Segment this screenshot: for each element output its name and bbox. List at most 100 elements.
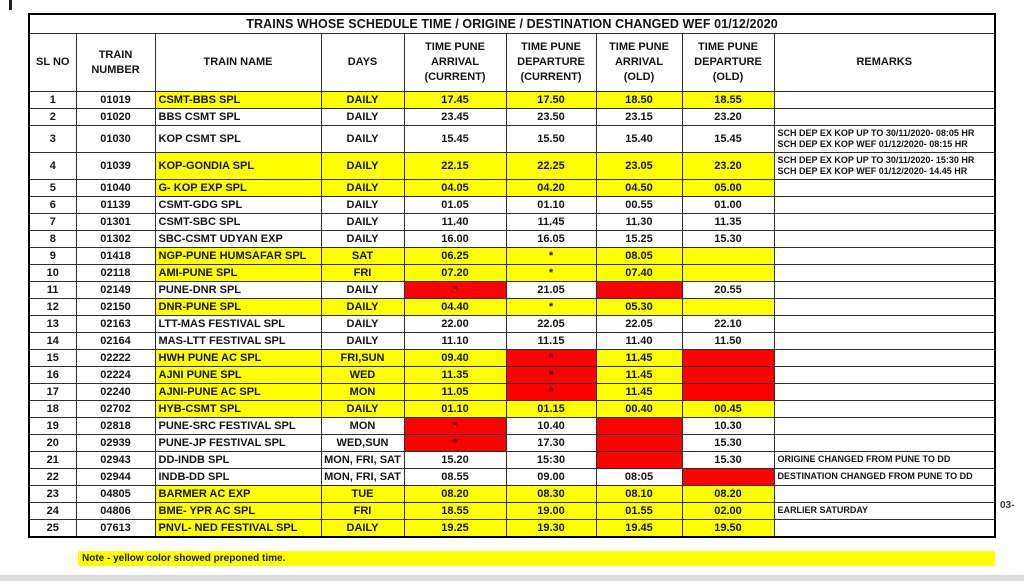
- cell-arrival-old: 08:05: [595, 468, 683, 486]
- cell-train-number: 02818: [75, 417, 156, 435]
- cell-arrival-old: 05.30: [595, 298, 683, 316]
- cell-train-number: 01301: [75, 213, 156, 231]
- cell-departure-old: 11.35: [681, 213, 775, 231]
- cell-train-number: 01030: [75, 125, 156, 153]
- cell-train-number: 02944: [75, 468, 156, 486]
- cell-train-number: 02222: [75, 349, 156, 367]
- table-row: 8 01302 SBC-CSMT UDYAN EXP DAILY 16.00 16.05 1…: [28, 230, 996, 248]
- cell-days: DAILY: [320, 196, 405, 214]
- cell-train-name: KOP-GONDIA SPL: [154, 152, 322, 180]
- cell-train-name: HWH PUNE AC SPL: [154, 349, 322, 367]
- column-header-remarks: REMARKS: [773, 33, 996, 92]
- cell-arrival-old: 11.30: [595, 213, 683, 231]
- scan-artifact-tick: [9, 0, 12, 10]
- cell-sl-no: 7: [28, 213, 77, 231]
- cell-train-name: PUNE-JP FESTIVAL SPL: [154, 434, 322, 452]
- cell-arrival-old: 11.45: [595, 383, 683, 401]
- cell-departure-current: 04.20: [505, 179, 597, 197]
- cell-arrival-old: 01.55: [595, 502, 683, 520]
- cell-days: DAILY: [320, 230, 405, 248]
- cell-train-name: BME- YPR AC SPL: [154, 502, 322, 520]
- cell-remarks: [773, 400, 996, 418]
- page-number-label: 03-: [1000, 500, 1015, 511]
- cell-train-number: 01040: [75, 179, 156, 197]
- cell-days: DAILY: [320, 332, 405, 350]
- cell-remarks: [773, 264, 996, 282]
- cell-remarks: SCH DEP EX KOP UP TO 30/11/2020- 15:30 H…: [773, 152, 996, 180]
- cell-sl-no: 19: [28, 417, 77, 435]
- cell-departure-old: 15.30: [681, 230, 775, 248]
- cell-departure-current: *: [505, 298, 597, 316]
- cell-departure-current: *: [505, 383, 597, 401]
- cell-remarks: [773, 298, 996, 316]
- cell-departure-old: 18.55: [681, 91, 775, 109]
- column-header-departure-current: TIME PUNE DEPARTURE (CURRENT): [505, 33, 597, 92]
- cell-arrival-current: 04.40: [403, 298, 507, 316]
- table-row: 3 01030 KOP CSMT SPL DAILY 15.45 15.50 15.40 15…: [28, 125, 996, 153]
- cell-train-name: KOP CSMT SPL: [154, 125, 322, 153]
- cell-departure-current: 11.45: [505, 213, 597, 231]
- cell-arrival-old: 08.10: [595, 485, 683, 503]
- cell-remarks: [773, 383, 996, 401]
- cell-days: DAILY: [320, 125, 405, 153]
- cell-arrival-old: 11.45: [595, 366, 683, 384]
- cell-train-number: 02943: [75, 451, 156, 469]
- cell-days: WED: [320, 366, 405, 384]
- table-row: 16 02224 AJNI PUNE SPL WED 11.35 * 11.45: [28, 366, 996, 384]
- cell-remarks: [773, 349, 996, 367]
- cell-train-number: 01039: [75, 152, 156, 180]
- cell-arrival-current: 04.05: [403, 179, 507, 197]
- cell-departure-old: [681, 383, 775, 401]
- cell-train-number: 02240: [75, 383, 156, 401]
- cell-departure-old: 08.20: [681, 485, 775, 503]
- cell-departure-old: 15.45: [681, 125, 775, 153]
- cell-remarks: SCH DEP EX KOP UP TO 30/11/2020- 08:05 H…: [773, 125, 996, 153]
- cell-arrival-old: [595, 434, 683, 452]
- cell-train-name: DD-INDB SPL: [154, 451, 322, 469]
- cell-sl-no: 1: [28, 91, 77, 109]
- cell-arrival-old: 19.45: [595, 519, 683, 537]
- cell-train-name: AMI-PUNE SPL: [154, 264, 322, 282]
- cell-train-name: G- KOP EXP SPL: [154, 179, 322, 197]
- cell-days: FRI: [320, 502, 405, 520]
- cell-days: MON, FRI, SAT: [320, 468, 405, 486]
- cell-remarks: [773, 281, 996, 299]
- cell-train-name: LTT-MAS FESTIVAL SPL: [154, 315, 322, 333]
- column-header-arrival-current: TIME PUNE ARRIVAL (CURRENT): [403, 33, 507, 92]
- cell-arrival-current: 22.15: [403, 152, 507, 180]
- table-row: 11 02149 PUNE-DNR SPL DAILY * 21.05 20.55: [28, 281, 996, 299]
- cell-departure-old: [681, 349, 775, 367]
- cell-sl-no: 3: [28, 125, 77, 153]
- cell-train-name: NGP-PUNE HUMSAFAR SPL: [154, 247, 322, 265]
- cell-train-name: HYB-CSMT SPL: [154, 400, 322, 418]
- cell-arrival-current: 19.25: [403, 519, 507, 537]
- cell-remarks: [773, 179, 996, 197]
- cell-train-number: 02163: [75, 315, 156, 333]
- cell-days: TUE: [320, 485, 405, 503]
- cell-departure-current: 09.00: [505, 468, 597, 486]
- cell-train-number: 04806: [75, 502, 156, 520]
- cell-departure-current: 19.00: [505, 502, 597, 520]
- cell-arrival-current: 09.40: [403, 349, 507, 367]
- table-row: 17 02240 AJNI-PUNE AC SPL MON 11.05 * 11.45: [28, 383, 996, 401]
- cell-arrival-old: 11.45: [595, 349, 683, 367]
- note-text: Note - yellow color showed preponed time…: [82, 553, 286, 564]
- cell-remarks: [773, 230, 996, 248]
- cell-departure-current: 19.30: [505, 519, 597, 537]
- cell-arrival-current: 08.55: [403, 468, 507, 486]
- table-row: 22 02944 INDB-DD SPL MON, FRI, SAT 08.55 09.0…: [28, 468, 996, 486]
- column-header-sl-no: SL NO: [28, 33, 77, 92]
- cell-departure-current: *: [505, 349, 597, 367]
- cell-departure-old: [681, 247, 775, 265]
- cell-remarks: [773, 91, 996, 109]
- cell-train-name: PNVL- NED FESTIVAL SPL: [154, 519, 322, 537]
- table-row: 24 04806 BME- YPR AC SPL FRI 18.55 19.00 01.55…: [28, 502, 996, 520]
- table-row: 15 02222 HWH PUNE AC SPL FRI,SUN 09.40 * 11.45: [28, 349, 996, 367]
- cell-arrival-current: 07.20: [403, 264, 507, 282]
- cell-sl-no: 18: [28, 400, 77, 418]
- cell-sl-no: 8: [28, 230, 77, 248]
- cell-remarks: [773, 213, 996, 231]
- cell-train-name: PUNE-DNR SPL: [154, 281, 322, 299]
- cell-sl-no: 20: [28, 434, 77, 452]
- cell-sl-no: 10: [28, 264, 77, 282]
